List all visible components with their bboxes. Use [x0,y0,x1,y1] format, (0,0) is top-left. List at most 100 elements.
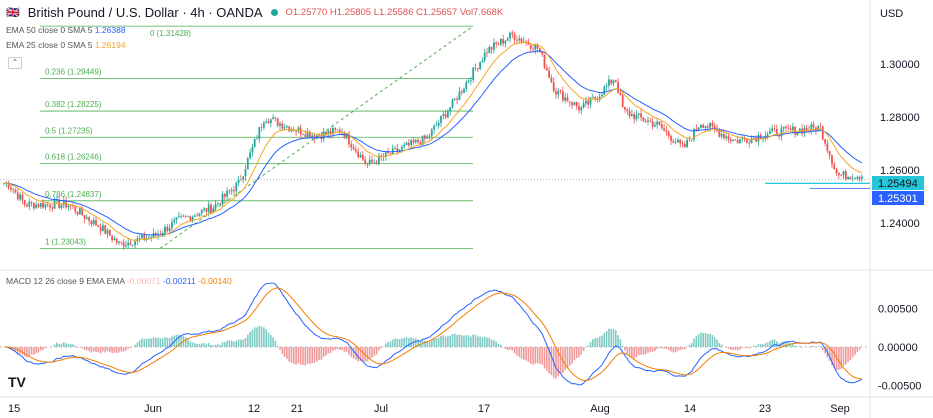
candle [258,126,261,143]
candle [380,153,383,162]
candle-body [624,106,626,110]
macd-histogram-bar [851,347,854,358]
candle [269,118,272,127]
candle [481,57,484,63]
macd-histogram-bar [207,342,210,347]
candle [253,138,256,148]
candle-body [605,85,608,87]
candle-body [683,143,686,148]
candle-body [304,134,307,137]
macd-histogram-bar [382,346,385,347]
macd-histogram-bar [235,340,238,347]
macd-histogram-bar [651,347,654,352]
flag-icon: 🇬🇧 [6,7,20,19]
candle [33,202,35,211]
candle [476,67,479,72]
macd-histogram-bar [447,336,449,347]
macd-histogram-bar [120,347,123,352]
macd-histogram-bar [336,347,339,350]
price-tick: 1.30000 [880,59,920,71]
candle [743,135,746,142]
price-tag-bg [872,191,924,205]
ema50-legend[interactable]: EMA 50 close 0 SMA 5 1.26388 [6,25,126,35]
macd-histogram-bar [272,337,274,347]
candle [861,174,863,183]
candle-body [150,237,153,238]
macd-tick: 0.00500 [878,304,918,316]
macd-histogram-bar [769,341,771,347]
candle-body [249,152,251,159]
ema25-legend[interactable]: EMA 25 close 0 SMA 5 1.26194 [6,40,126,50]
candle [7,180,10,191]
candle-body [486,52,488,54]
candle-body [219,203,222,205]
candle-body [260,127,263,128]
candle-body [302,134,304,135]
macd-histogram-bar [716,339,718,347]
fib-level-label: 0.382 (1.28225) [45,100,102,109]
candle-body [283,127,286,129]
candle-body [313,135,316,139]
macd-histogram-bar [187,338,189,347]
macd-histogram-bar [290,347,293,363]
macd-histogram-bar [127,347,129,349]
macd-histogram-bar [288,347,290,362]
time-tick: Aug [590,403,610,415]
candle-body [387,152,389,154]
candle [433,123,435,135]
candle-body [736,140,739,144]
candle-body [102,225,104,232]
macd-legend[interactable]: MACD 12 26 close 9 EMA EMA -0.00071 -0.0… [6,276,232,286]
candle-body [796,131,799,135]
candle-body [858,176,861,179]
candle-body [727,136,730,140]
candle-body [242,176,245,181]
candle-body [681,143,684,145]
ema50-value: 1.26388 [94,25,126,35]
currency-label[interactable]: USD [880,8,904,20]
candle [226,187,228,201]
macd-histogram-bar [488,337,491,347]
candle-body [504,40,507,44]
macd-histogram-bar [389,341,392,347]
candle-body [555,91,557,95]
collapse-legend-button[interactable]: ⌃ [8,57,22,69]
candle-body [608,79,610,86]
macd-histogram-bar [474,334,477,347]
macd-histogram-bar [212,345,215,347]
macd-histogram-bar [357,347,359,362]
candle-body [697,127,700,131]
candle [635,110,638,122]
candle-body [686,139,688,148]
macd-histogram-bar [755,345,757,347]
candle-body [631,114,633,117]
macd-histogram-bar [695,336,698,347]
candle [833,161,836,170]
macd-histogram-bar [516,347,518,356]
candle-body [640,113,642,118]
candle-body [824,139,826,144]
macd-histogram-bar [631,347,633,358]
candle [267,118,270,124]
symbol-title[interactable]: British Pound / U.S. Dollar · 4h · OANDA [27,5,263,20]
candle [785,125,787,131]
candle [336,129,339,132]
candle [292,126,295,132]
candle-body [690,139,693,141]
macd-histogram-bar [405,337,408,347]
candle [428,133,431,140]
candle [355,145,357,154]
macd-histogram-bar [226,340,228,347]
candle [711,120,714,130]
candle [856,175,859,181]
candle-body [573,102,576,106]
price-tag-bg [872,176,924,190]
macd-histogram-bar [102,347,104,352]
candle-body [74,206,77,212]
candle [716,124,718,133]
candle [203,206,205,213]
macd-histogram-bar [56,342,58,347]
macd-histogram-bar [592,339,594,347]
macd-histogram-bar [125,347,127,351]
